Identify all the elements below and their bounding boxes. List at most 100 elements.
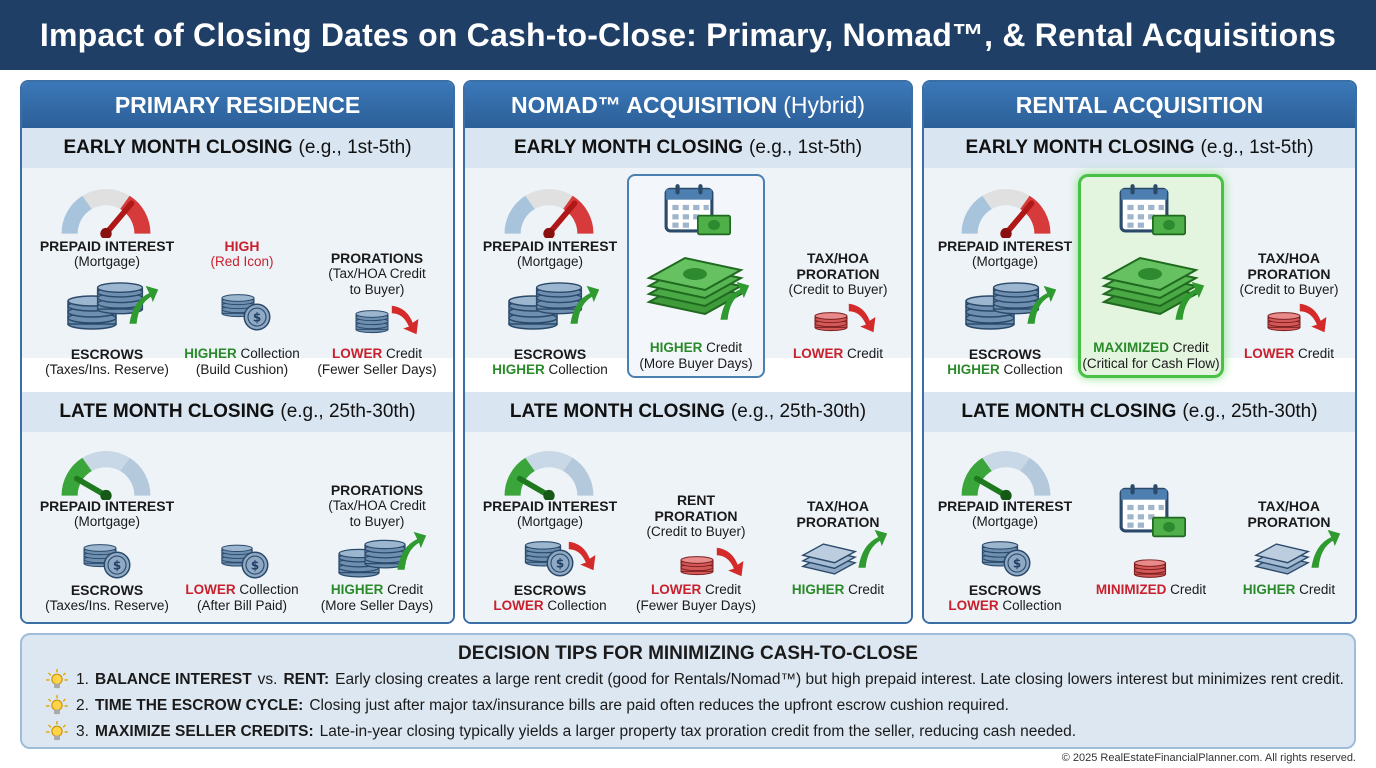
escrows: ESCROWS LOWER Collection	[475, 582, 625, 614]
prorations: PRORATIONS (Tax/HOA Credit to Buyer)	[307, 250, 447, 298]
sub: (Fewer Seller Days)	[317, 362, 437, 377]
escrows: ESCROWS (Taxes/Ins. Reserve)	[32, 346, 182, 378]
rent-credit: MAXIMIZED Credit (Critical for Cash Flow…	[1080, 340, 1222, 372]
tax-credit: LOWER Credit	[783, 346, 893, 362]
early-section: PREPAID INTEREST (Mortgage) HIGH (Red Ic…	[22, 168, 453, 358]
strong: MINIMIZED	[1095, 582, 1167, 597]
label: PRORATION	[1247, 266, 1331, 282]
sub: (After Bill Paid)	[196, 598, 288, 613]
sub: to Buyer)	[349, 514, 405, 529]
rest: Credit	[843, 346, 883, 361]
label: PREPAID INTEREST	[937, 498, 1073, 514]
early-section-header: EARLY MONTH CLOSING (e.g., 1st-5th)	[924, 128, 1355, 168]
tax-credit: HIGHER Credit	[1234, 582, 1344, 598]
sub: (Mortgage)	[971, 514, 1039, 529]
lightbulb-icon	[46, 669, 68, 691]
arrow-down-icon	[565, 536, 603, 574]
panel-header: NOMAD™ ACQUISITION (Hybrid)	[465, 82, 911, 128]
arrow-down-icon	[1296, 298, 1334, 336]
sub: (Critical for Cash Flow)	[1082, 356, 1220, 371]
collection: LOWER Collection (After Bill Paid)	[182, 582, 302, 614]
rest: Collection	[236, 346, 300, 361]
copyright-footer: © 2025 RealEstateFinancialPlanner.com. A…	[1061, 752, 1356, 764]
sub: (Mortgage)	[516, 514, 584, 529]
strong: HIGHER	[791, 582, 845, 597]
label: PREPAID INTEREST	[482, 238, 618, 254]
sub: (Mortgage)	[516, 254, 584, 269]
tip-item: 1. BALANCE INTEREST vs. RENT: Early clos…	[46, 669, 1344, 691]
collection: HIGHER Collection (Build Cushion)	[182, 346, 302, 378]
label: TAX/HOA	[807, 498, 869, 514]
arrow-down-icon	[713, 542, 751, 580]
rest: Credit	[701, 582, 741, 597]
panel-title: NOMAD™ ACQUISITION	[511, 91, 778, 118]
section-range: (e.g., 25th-30th)	[1182, 401, 1318, 422]
arrow-down-icon	[388, 300, 426, 338]
tip-text: Closing just after major tax/insurance b…	[309, 697, 1009, 714]
rest: Collection	[998, 598, 1062, 613]
escrows: ESCROWS (Taxes/Ins. Reserve)	[32, 582, 182, 614]
section-title: EARLY MONTH CLOSING	[513, 137, 744, 158]
prepaid-interest: PREPAID INTEREST (Mortgage)	[930, 498, 1080, 530]
lightbulb-icon	[46, 721, 68, 743]
high-indicator: HIGH (Red Icon)	[192, 238, 292, 270]
tip-heading: RENT:	[283, 671, 330, 688]
rest: Credit	[382, 346, 422, 361]
panel-title: PRIMARY RESIDENCE	[114, 91, 361, 118]
strong: HIGHER	[330, 582, 384, 597]
panel-header: RENTAL ACQUISITION	[924, 82, 1355, 128]
prepaid-interest: PREPAID INTEREST (Mortgage)	[475, 498, 625, 530]
escrows: ESCROWS HIGHER Collection	[475, 346, 625, 378]
prepaid-interest: PREPAID INTEREST (Mortgage)	[32, 238, 182, 270]
label: TAX/HOA	[807, 250, 869, 266]
late-block: LATE MONTH CLOSING (e.g., 25th-30th) PREP…	[924, 392, 1355, 622]
sub: (More Seller Days)	[320, 598, 434, 613]
red-coin-stack-icon	[1130, 552, 1170, 578]
tax-hoa-proration: TAX/HOA PRORATION (Credit to Buyer)	[783, 250, 893, 298]
dollar-coin-icon	[242, 302, 272, 332]
early-section: PREPAID INTEREST (Mortgage) TAX/HOA PROR…	[465, 168, 911, 378]
early-section-header: EARLY MONTH CLOSING (e.g., 1st-5th)	[22, 128, 453, 168]
rest: Credit	[383, 582, 424, 597]
rent-credit: MINIMIZED Credit	[1080, 582, 1222, 598]
label: RENT	[676, 492, 716, 508]
strong: HIGHER	[184, 346, 237, 361]
rest: Credit	[1294, 346, 1334, 361]
section-title: LATE MONTH CLOSING	[509, 401, 725, 422]
lightbulb-icon	[46, 695, 68, 717]
gauge-low-icon	[54, 442, 158, 500]
strong: LOWER	[948, 598, 999, 613]
red-coin-stack-icon	[677, 548, 717, 576]
panel-header: PRIMARY RESIDENCE	[22, 82, 453, 128]
rest: Collection	[544, 362, 608, 377]
tip-heading: BALANCE INTEREST	[94, 671, 252, 688]
strong: MAXIMIZED	[1093, 340, 1169, 355]
label: PRORATION	[1247, 514, 1331, 530]
rest: Credit	[1295, 582, 1336, 597]
label: ESCROWS	[968, 582, 1042, 598]
section-range: (e.g., 1st-5th)	[749, 137, 863, 158]
dollar-coin-icon	[102, 550, 132, 580]
sub: (Taxes/Ins. Reserve)	[45, 362, 169, 377]
decision-tips-panel: DECISION TIPS FOR MINIMIZING CASH-TO-CLO…	[20, 633, 1356, 749]
strong: LOWER	[493, 598, 544, 613]
sub: (Mortgage)	[73, 514, 141, 529]
tax-hoa-proration: TAX/HOA PRORATION (Credit to Buyer)	[1234, 250, 1344, 298]
late-section: PREPAID INTEREST (Mortgage) PRORATIONS (…	[22, 432, 453, 622]
sub: (Build Cushion)	[195, 362, 289, 377]
label: ESCROWS	[70, 346, 144, 362]
strong: LOWER	[331, 346, 383, 361]
arrow-up-icon	[392, 526, 428, 572]
strong: LOWER	[185, 582, 236, 597]
tip-heading: MAXIMIZE SELLER CREDITS:	[94, 723, 314, 740]
section-range: (e.g., 1st-5th)	[298, 137, 412, 158]
dollar-coin-icon	[1002, 548, 1032, 578]
rest: Credit	[702, 340, 743, 355]
late-section: PREPAID INTEREST (Mortgage) TAX/HOA PROR…	[924, 432, 1355, 622]
label: ESCROWS	[968, 346, 1042, 362]
strong: LOWER	[650, 582, 702, 597]
early-section-header: EARLY MONTH CLOSING (e.g., 1st-5th)	[465, 128, 911, 168]
sub: (Credit to Buyer)	[788, 282, 888, 297]
tip-item: 2. TIME THE ESCROW CYCLE: Closing just a…	[46, 695, 1009, 717]
panel-nomad-acquisition: NOMAD™ ACQUISITION (Hybrid) EARLY MONTH C…	[463, 80, 913, 624]
